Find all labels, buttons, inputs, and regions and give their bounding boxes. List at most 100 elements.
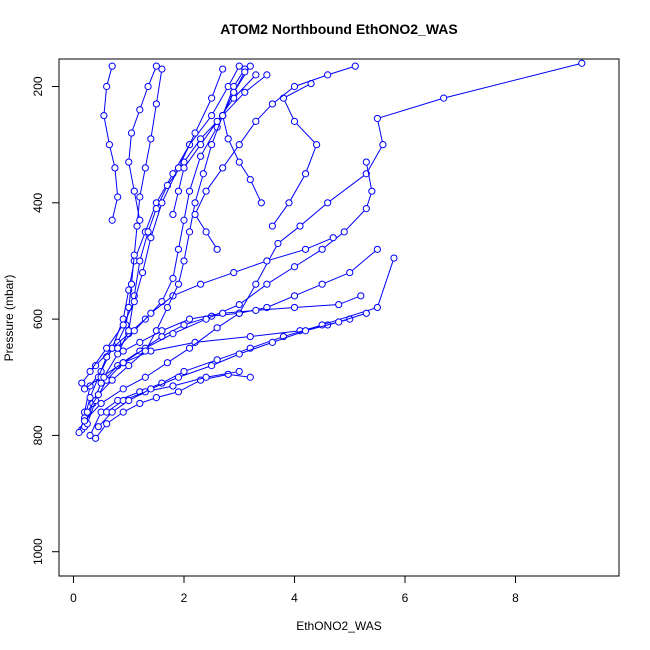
data-point [268, 100, 276, 108]
data-point [346, 268, 354, 277]
data-point [290, 292, 299, 300]
data-point [202, 187, 210, 195]
y-tick-label: 1000 [31, 538, 45, 565]
data-point [191, 199, 199, 207]
data-point [125, 158, 133, 166]
data-point [141, 164, 149, 172]
data-point [125, 362, 133, 370]
data-point [97, 399, 105, 408]
data-point [246, 373, 254, 381]
data-point [324, 199, 332, 207]
data-point [274, 239, 282, 248]
data-point [127, 129, 136, 137]
series-9 [103, 367, 243, 416]
data-point [130, 251, 138, 259]
data-point [235, 300, 243, 309]
series-10 [80, 158, 376, 393]
data-point [141, 347, 149, 355]
data-point [213, 245, 221, 253]
data-point [390, 254, 398, 262]
data-point [373, 245, 381, 253]
data-point [94, 423, 102, 431]
data-point [213, 117, 221, 125]
data-point [114, 344, 122, 352]
data-point [86, 367, 94, 376]
data-point [152, 394, 160, 402]
x-axis: 0 2 4 6 8 [70, 575, 519, 605]
data-point [208, 141, 216, 149]
data-point [185, 315, 194, 323]
data-point [158, 298, 166, 306]
data-point [108, 62, 116, 70]
data-point [263, 280, 271, 288]
data-point [578, 59, 586, 67]
y-tick-label: 800 [31, 425, 45, 445]
data-point [279, 94, 288, 102]
data-point [136, 106, 144, 114]
data-point [78, 379, 86, 387]
data-point [80, 385, 89, 393]
data-point [174, 245, 183, 253]
data-point [235, 367, 243, 376]
data-point [103, 420, 111, 428]
data-point [119, 347, 127, 355]
data-point [368, 187, 376, 195]
data-point [235, 141, 243, 149]
x-tick-label: 0 [70, 591, 77, 605]
data-point [296, 222, 304, 230]
data-point [147, 234, 155, 242]
data-point [318, 280, 326, 288]
series-20 [219, 68, 265, 207]
data-point [202, 228, 210, 236]
data-point [136, 257, 144, 265]
data-point [108, 216, 116, 224]
data-point [152, 100, 160, 108]
data-point [180, 216, 188, 224]
data-point [103, 82, 111, 91]
data-point [224, 370, 232, 378]
data-point [373, 114, 381, 123]
series-16 [119, 292, 365, 355]
data-point [224, 135, 232, 143]
data-point [362, 158, 370, 166]
data-point [180, 367, 188, 376]
data-point [268, 338, 276, 346]
data-point [241, 88, 249, 96]
data-point [100, 111, 108, 120]
data-point [219, 111, 227, 120]
data-point [169, 274, 177, 282]
data-point [301, 327, 310, 335]
data-point [263, 71, 271, 79]
data-point [246, 332, 254, 341]
series-6 [80, 59, 586, 425]
data-point [144, 228, 152, 236]
data-point [169, 210, 177, 219]
data-point [235, 350, 243, 358]
data-point [191, 129, 199, 137]
data-point [105, 141, 114, 149]
data-point [108, 408, 116, 416]
data-point [152, 62, 160, 70]
data-point [100, 373, 108, 381]
data-point [351, 62, 359, 70]
x-tick-label: 4 [291, 591, 298, 605]
data-point [180, 257, 188, 265]
series-line [78, 68, 163, 433]
data-point [147, 385, 155, 393]
data-point [114, 338, 122, 346]
series-layer [75, 59, 586, 442]
series-clip [75, 59, 586, 442]
series-14 [83, 65, 249, 416]
data-point [185, 228, 194, 236]
data-point [158, 327, 166, 335]
data-point [252, 280, 260, 288]
data-point [136, 193, 144, 201]
data-point [208, 111, 216, 120]
data-point [191, 210, 199, 219]
data-point [230, 88, 238, 96]
data-point [252, 71, 260, 79]
data-point [119, 408, 127, 416]
data-point [196, 280, 205, 288]
data-point [141, 373, 149, 381]
data-point [235, 309, 243, 317]
